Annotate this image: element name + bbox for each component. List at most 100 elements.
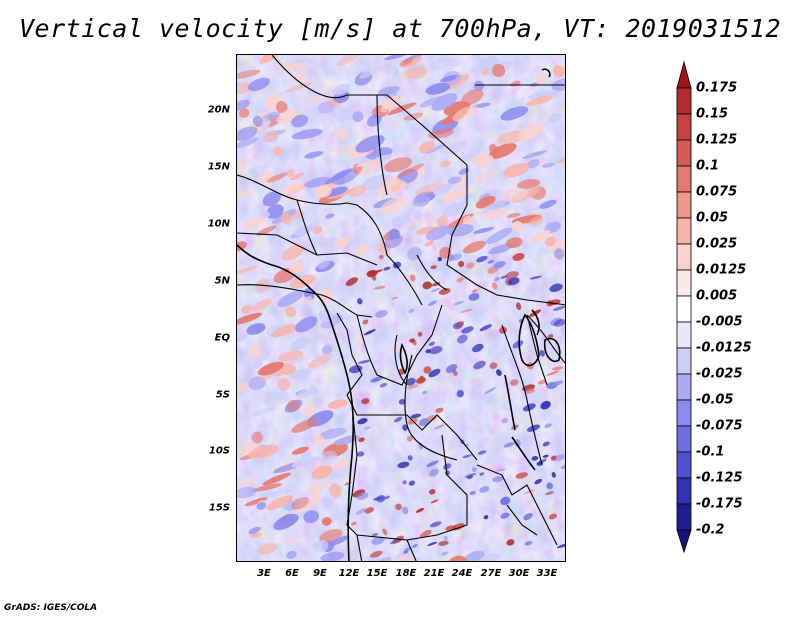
- field-patch: [489, 144, 499, 156]
- field-patch: [248, 526, 261, 535]
- field-patch: [462, 454, 472, 459]
- field-patch: [425, 144, 445, 154]
- field-patch: [406, 435, 413, 442]
- lon-label-27e: 27E: [480, 568, 502, 579]
- lat-label-5s: 5S: [215, 389, 230, 401]
- field-patch: [321, 87, 334, 93]
- field-patch: [462, 550, 486, 561]
- field-patch: [500, 106, 529, 121]
- field-patch: [441, 184, 450, 190]
- field-patch: [397, 163, 424, 178]
- field-patch: [452, 369, 458, 376]
- field-patch: [274, 370, 284, 377]
- field-patch: [328, 399, 348, 409]
- field-patch: [405, 66, 428, 80]
- field-patch: [492, 475, 504, 483]
- field-patch: [256, 225, 277, 236]
- field-patch: [277, 290, 304, 308]
- colorbar-swatch: [676, 529, 692, 554]
- field-patch: [363, 329, 376, 336]
- field-patch: [458, 260, 465, 268]
- field-patch: [291, 456, 321, 468]
- colorbar-label: 0.05: [696, 210, 729, 226]
- country-borders: [237, 55, 565, 561]
- field-patch: [443, 536, 448, 541]
- field-patch: [286, 169, 295, 177]
- field-patch: [473, 227, 495, 234]
- field-patch: [551, 77, 565, 91]
- field-patch: [325, 213, 335, 219]
- field-patch: [287, 399, 300, 412]
- colorbar: [676, 60, 692, 554]
- field-patch: [314, 540, 329, 552]
- field-patch: [552, 64, 565, 78]
- field-patch: [539, 199, 557, 209]
- field-patch: [539, 350, 545, 357]
- field-patch: [266, 494, 293, 511]
- field-patch: [274, 391, 289, 404]
- colorbar-swatch: [676, 113, 692, 141]
- field-patch: [237, 312, 263, 325]
- field-patch: [523, 513, 533, 521]
- field-patch: [558, 107, 565, 113]
- field-patch: [269, 305, 280, 317]
- field-patch: [503, 163, 530, 178]
- field-patch: [304, 176, 331, 188]
- field-patch: [315, 186, 332, 198]
- field-patch: [304, 296, 313, 304]
- field-patch: [462, 240, 487, 254]
- field-patch: [422, 390, 428, 395]
- field-patch: [320, 314, 344, 329]
- field-patch: [461, 326, 474, 334]
- field-patch: [257, 542, 278, 555]
- field-patch: [544, 423, 552, 429]
- field-patch: [473, 360, 486, 370]
- field-patch: [475, 157, 487, 170]
- field-patch: [379, 382, 388, 388]
- field-patch: [237, 265, 259, 276]
- field-patch: [554, 248, 565, 260]
- field-patch: [356, 492, 369, 500]
- field-patch: [469, 490, 476, 496]
- field-patch: [466, 262, 475, 269]
- field-patch: [321, 517, 332, 526]
- field-patch: [547, 113, 562, 124]
- field-patch: [289, 336, 310, 352]
- colorbar-swatch: [676, 139, 692, 167]
- field-patch: [313, 434, 325, 447]
- field-patch: [424, 240, 435, 247]
- field-patch: [248, 444, 279, 459]
- field-patch: [304, 151, 324, 159]
- colorbar-swatch: [676, 60, 692, 89]
- colorbar-label: -0.0125: [696, 340, 752, 356]
- field-patch: [431, 282, 441, 287]
- field-patch: [475, 195, 496, 209]
- field-patch: [241, 304, 253, 314]
- field-patch: [404, 112, 423, 121]
- field-patch: [370, 550, 383, 558]
- field-patch: [547, 334, 554, 339]
- field-patch: [380, 105, 389, 113]
- field-patch: [379, 196, 408, 215]
- field-patch: [478, 193, 491, 201]
- field-patch: [435, 407, 444, 413]
- colorbar-swatch: [676, 165, 692, 193]
- field-patch: [321, 497, 330, 506]
- field-patch: [333, 128, 350, 141]
- field-patch: [430, 265, 438, 270]
- field-patch: [373, 285, 386, 290]
- field-patch: [429, 346, 443, 355]
- field-patch: [428, 341, 436, 347]
- field-patch: [430, 499, 439, 504]
- field-patch: [276, 108, 298, 124]
- field-patch: [377, 556, 392, 561]
- field-patch: [552, 454, 565, 462]
- field-patch: [237, 80, 243, 92]
- field-patch: [271, 324, 298, 338]
- field-patch: [516, 179, 541, 189]
- field-patch: [529, 275, 543, 280]
- field-patch: [406, 218, 430, 227]
- field-patch: [384, 157, 413, 173]
- field-patch: [433, 424, 445, 430]
- lon-label-9e: 9E: [313, 568, 327, 579]
